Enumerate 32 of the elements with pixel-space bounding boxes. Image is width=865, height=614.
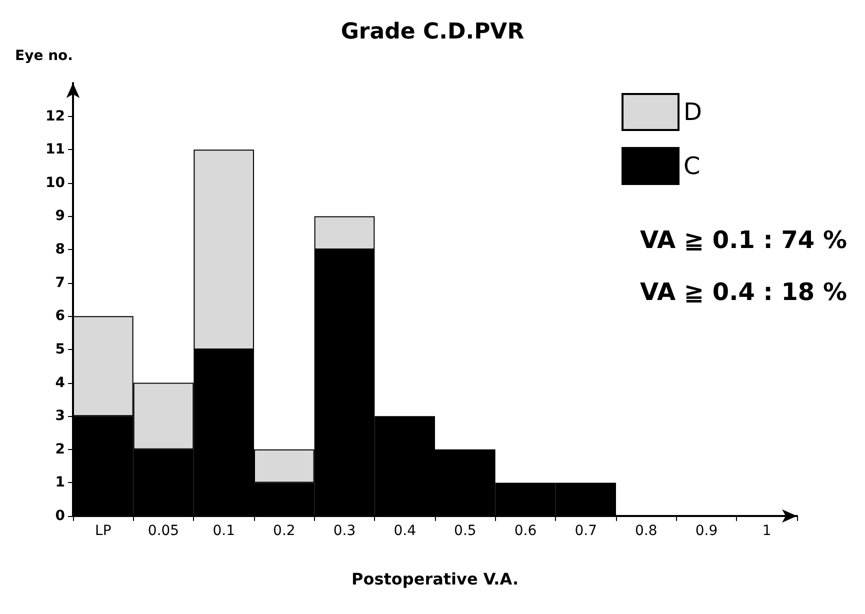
x-tick-label: 0.6 bbox=[514, 523, 537, 539]
x-tick-label: 0.9 bbox=[695, 523, 718, 539]
y-tick-label: 12 bbox=[46, 108, 65, 124]
y-tick-label: 4 bbox=[55, 374, 66, 391]
y-tick-label: 0 bbox=[55, 508, 66, 524]
y-tick-label: 6 bbox=[55, 308, 65, 324]
y-tick-label: 8 bbox=[55, 242, 65, 258]
y-axis-title: Eye no. bbox=[15, 48, 73, 64]
chart-title: Grade C.D.PVR bbox=[340, 20, 524, 44]
x-tick-label: 0.1 bbox=[212, 523, 235, 539]
x-tick-label: 0.8 bbox=[635, 523, 658, 539]
y-tick-label: 7 bbox=[55, 274, 65, 291]
legend-label: C bbox=[684, 152, 700, 180]
x-tick-label: 1 bbox=[762, 523, 772, 539]
x-tick-label: 0.4 bbox=[394, 523, 416, 539]
legend-label: D bbox=[684, 98, 702, 126]
x-tick-label: 0.05 bbox=[148, 523, 180, 539]
y-tick-label: 1 bbox=[55, 474, 65, 491]
x-axis-title: Postoperative V.A. bbox=[351, 570, 519, 588]
x-tick-label: LP bbox=[95, 523, 112, 539]
x-tick-label: 0.7 bbox=[574, 523, 597, 539]
annotation: VA ≧ 0.4 : 18 % bbox=[640, 278, 848, 306]
y-tick-label: 5 bbox=[55, 341, 65, 358]
x-tick-label: 0.2 bbox=[273, 523, 296, 539]
y-tick-label: 3 bbox=[55, 408, 65, 424]
y-tick-label: 10 bbox=[46, 174, 66, 191]
y-tick-label: 11 bbox=[46, 142, 65, 158]
annotation: VA ≧ 0.1 : 74 % bbox=[640, 226, 848, 254]
y-tick-label: 9 bbox=[55, 208, 65, 224]
x-tick-label: 0.5 bbox=[454, 523, 476, 539]
y-tick-label: 2 bbox=[55, 441, 65, 458]
x-tick-label: 0.3 bbox=[333, 523, 356, 539]
